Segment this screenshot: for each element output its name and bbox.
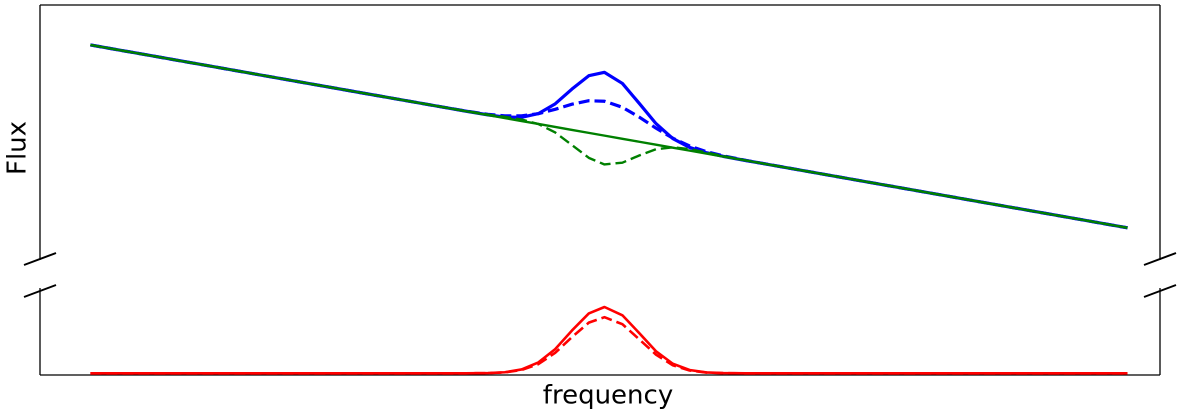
axis-break <box>1143 284 1177 298</box>
axes-frame <box>23 4 1177 376</box>
y-axis-label: Flux <box>3 121 33 175</box>
series-line <box>90 43 1128 230</box>
axis-break <box>1143 252 1177 266</box>
x-axis-label: frequency <box>543 381 673 411</box>
axis-break <box>23 284 57 298</box>
series-line <box>90 315 1128 375</box>
axis-break <box>23 252 57 266</box>
series-line <box>90 305 1128 375</box>
